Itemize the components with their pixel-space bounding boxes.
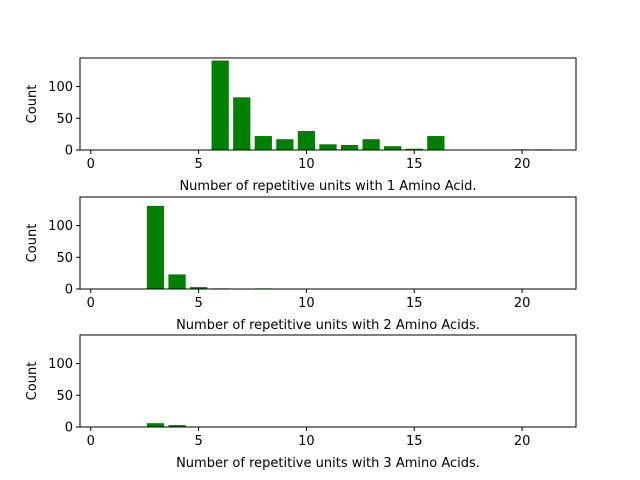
subplot-1: 0 5 10 15 20 0 50 100 Number of repetitive units…: [25, 57, 577, 194]
y-tick-label: 0: [65, 144, 73, 159]
x-tick-label: 10: [298, 157, 315, 172]
bar-x4: [168, 274, 186, 289]
y-tick-label: 0: [65, 421, 73, 436]
x-tick-label: 15: [406, 434, 423, 449]
bar-x11: [319, 144, 337, 150]
x-axis-label: Number of repetitive units with 2 Amino …: [176, 318, 480, 333]
y-tick-label: 0: [65, 283, 73, 298]
bar-x10: [297, 130, 316, 150]
bar-x13: [362, 139, 380, 150]
y-tick-label: 50: [56, 112, 73, 127]
y-tick-label: 100: [48, 80, 73, 95]
x-tick-label: 0: [87, 296, 95, 311]
x-tick-label: 0: [87, 434, 95, 449]
x-tick-label: 20: [514, 296, 531, 311]
x-tick-label: 15: [406, 157, 423, 172]
bar-x3: [146, 205, 165, 289]
y-tick-label: 100: [48, 357, 73, 372]
bar-x3: [146, 423, 165, 427]
subplot-2: 0 5 10 15 20 0 50 100 Number of repetitive units…: [25, 196, 577, 333]
x-axis-label: Number of repetitive units with 1 Amino …: [179, 179, 476, 194]
bar-x5: [189, 287, 208, 289]
y-axis-label: Count: [25, 224, 40, 263]
bar-x16: [427, 136, 445, 150]
x-tick-label: 0: [87, 157, 95, 172]
x-tick-label: 20: [514, 434, 531, 449]
bar-x6: [211, 60, 229, 150]
bar-x7: [233, 97, 251, 150]
x-tick-label: 5: [194, 296, 202, 311]
x-tick-label: 10: [298, 434, 315, 449]
x-tick-label: 5: [194, 434, 202, 449]
y-axis-label: Count: [25, 85, 40, 124]
x-tick-label: 10: [298, 296, 315, 311]
x-axis-label: Number of repetitive units with 3 Amino …: [176, 456, 480, 471]
bar-x15: [405, 148, 423, 150]
bar-x8: [254, 136, 272, 150]
x-tick-label: 15: [406, 296, 423, 311]
bar-x12: [340, 144, 359, 150]
bar-x4: [168, 425, 186, 427]
axes-frame: [79, 57, 577, 151]
x-tick-label: 20: [514, 157, 531, 172]
y-tick-label: 100: [48, 219, 73, 234]
subplot-3: 0 5 10 15 20 0 50 100 Number of repetitive units…: [25, 334, 577, 471]
bar-x14: [384, 146, 402, 150]
bar-x9: [276, 139, 294, 150]
y-tick-label: 50: [56, 389, 73, 404]
x-tick-label: 5: [194, 157, 202, 172]
y-axis-label: Count: [25, 362, 40, 401]
y-tick-label: 50: [56, 251, 73, 266]
axes-frame: [79, 334, 577, 428]
axes-frame: [79, 196, 577, 290]
